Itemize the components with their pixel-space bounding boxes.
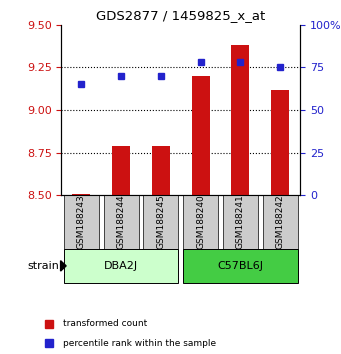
Title: GDS2877 / 1459825_x_at: GDS2877 / 1459825_x_at — [96, 9, 265, 22]
Text: GSM188245: GSM188245 — [156, 195, 165, 249]
Text: GSM188241: GSM188241 — [236, 195, 245, 249]
FancyBboxPatch shape — [64, 249, 178, 283]
Bar — [112, 146, 130, 195]
Text: percentile rank within the sample: percentile rank within the sample — [63, 339, 216, 348]
Text: transformed count: transformed count — [63, 319, 147, 329]
Text: C57BL6J: C57BL6J — [218, 261, 263, 271]
Bar — [271, 90, 289, 195]
FancyBboxPatch shape — [143, 195, 178, 249]
Text: GSM188244: GSM188244 — [117, 195, 125, 249]
FancyBboxPatch shape — [183, 249, 298, 283]
FancyBboxPatch shape — [263, 195, 298, 249]
FancyBboxPatch shape — [104, 195, 138, 249]
FancyBboxPatch shape — [183, 195, 218, 249]
Bar — [232, 45, 249, 195]
Text: GSM188243: GSM188243 — [77, 195, 86, 249]
Text: DBA2J: DBA2J — [104, 261, 138, 271]
Text: GSM188240: GSM188240 — [196, 195, 205, 249]
Polygon shape — [61, 261, 66, 271]
Text: GSM188242: GSM188242 — [276, 195, 285, 249]
Bar — [192, 76, 210, 195]
Text: strain: strain — [28, 261, 59, 271]
Bar — [72, 194, 90, 195]
FancyBboxPatch shape — [223, 195, 258, 249]
Bar — [152, 146, 170, 195]
FancyBboxPatch shape — [64, 195, 99, 249]
